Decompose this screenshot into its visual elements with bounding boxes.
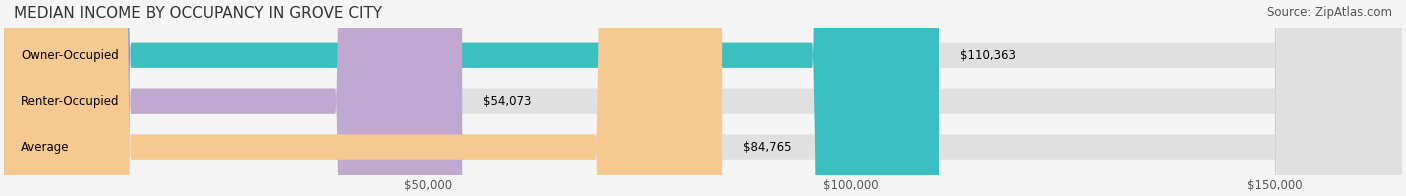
FancyBboxPatch shape [4,0,723,196]
Text: Owner-Occupied: Owner-Occupied [21,49,120,62]
Text: Source: ZipAtlas.com: Source: ZipAtlas.com [1267,6,1392,19]
Text: Renter-Occupied: Renter-Occupied [21,95,120,108]
FancyBboxPatch shape [4,0,1402,196]
Text: Average: Average [21,141,70,154]
Text: $110,363: $110,363 [960,49,1017,62]
Text: MEDIAN INCOME BY OCCUPANCY IN GROVE CITY: MEDIAN INCOME BY OCCUPANCY IN GROVE CITY [14,6,382,21]
Text: $84,765: $84,765 [744,141,792,154]
FancyBboxPatch shape [4,0,1402,196]
FancyBboxPatch shape [4,0,1402,196]
FancyBboxPatch shape [4,0,939,196]
FancyBboxPatch shape [4,0,463,196]
Text: $54,073: $54,073 [484,95,531,108]
